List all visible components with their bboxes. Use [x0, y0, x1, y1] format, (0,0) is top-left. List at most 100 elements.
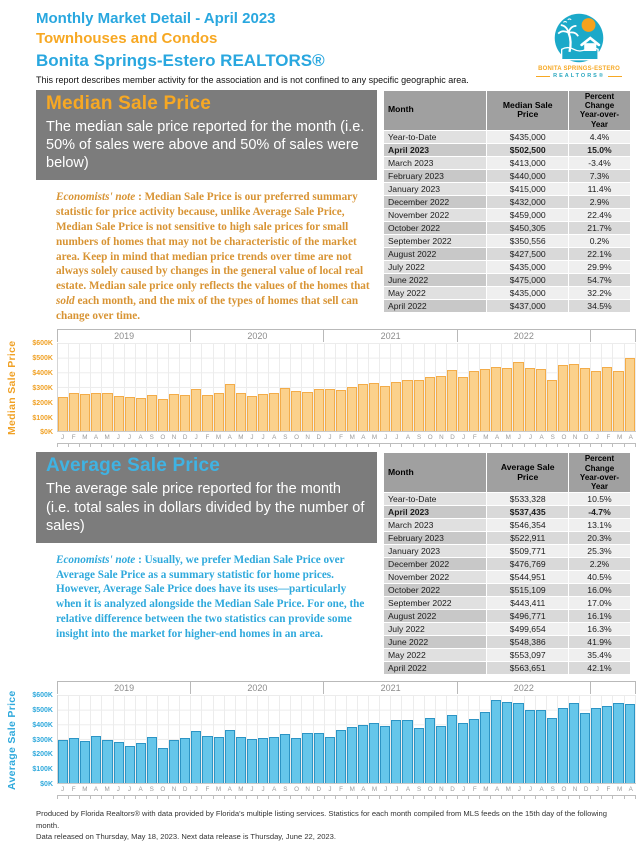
table-cell-percent: 2.9% [568, 195, 630, 208]
table-row: April 2022 $437,000 34.5% [384, 299, 630, 312]
chart-bar-cell [369, 695, 381, 784]
chart-bar-cell [435, 343, 447, 432]
table-cell-price: $435,000 [487, 130, 568, 143]
month-tick-label: S [283, 786, 288, 794]
chart-bar-cell [569, 343, 581, 432]
ruler-tick [179, 444, 190, 448]
table-cell-price: $553,097 [487, 649, 568, 662]
table-header-row: Month Median Sale Price Percent Change Year… [384, 91, 630, 130]
chart-bar [602, 706, 613, 784]
month-tick-label: J [261, 786, 265, 794]
ruler-tick [601, 444, 612, 448]
chart-bar-cell [213, 343, 225, 432]
y-axis: $600K $500K $400K $300K $200K $100K $0K [21, 340, 57, 437]
chart-bar-cell [291, 695, 303, 784]
y-axis-tick-label: $600K [32, 340, 53, 348]
ruler-tick [334, 444, 346, 448]
ruler-tick [556, 444, 568, 448]
ruler-tick [345, 444, 357, 448]
table-cell-percent: 11.4% [568, 182, 630, 195]
ruler-tick [490, 444, 501, 448]
header-line: Average Sale Price [500, 461, 555, 482]
chart-bar-cell [58, 343, 70, 432]
chart-bar [157, 748, 169, 784]
table-row: June 2022 $548,386 41.9% [384, 636, 630, 649]
median-section-banner: Median Sale Price The median sale price … [36, 90, 377, 181]
association-name: Bonita Springs-Estero REALTORS® [36, 51, 325, 70]
chart-bar [502, 367, 513, 432]
month-tick-label: J [395, 786, 399, 794]
chart-bar [58, 396, 69, 432]
header-line: Month [388, 466, 414, 477]
month-tick-label: A [227, 786, 232, 794]
month-tick-label: A [494, 786, 500, 794]
report-page: Monthly Market Detail - April 2023 Townh… [6, 10, 637, 841]
month-tick-label: A [628, 786, 633, 794]
ruler-tick [379, 444, 390, 448]
month-tick-label: N [572, 434, 578, 442]
chart-bar-cell [535, 695, 547, 784]
table-cell-percent: 13.1% [568, 519, 630, 532]
chart-bar [569, 364, 580, 432]
chart-bar [513, 361, 524, 432]
chart-bar [257, 737, 269, 784]
x-axis-years: 2019 2020 2021 2022 [57, 329, 637, 343]
average-section-text-column: Average Sale Price The average sale pric… [36, 452, 377, 641]
chart-bar-cell [91, 695, 103, 784]
chart-bar-cell [213, 695, 225, 784]
year-label [589, 329, 637, 343]
month-tick-label: A [93, 786, 99, 794]
year-label: 2021 [323, 681, 457, 695]
chart-bar [324, 737, 335, 784]
table-header-cell: Month [384, 453, 487, 493]
chart-bar-cell [157, 343, 170, 432]
month-tick-label: A [227, 434, 232, 442]
table-cell-percent: 35.4% [568, 649, 630, 662]
chart-bar-cell [146, 343, 158, 432]
month-tick-label: M [238, 434, 244, 442]
chart-bar-cell [102, 695, 114, 784]
month-tick-label: D [583, 786, 589, 794]
chart-bar [213, 392, 224, 432]
chart-bar-cell [135, 343, 147, 432]
report-footer: Produced by Florida Realtors® with data … [36, 808, 629, 842]
ruler-tick [223, 444, 235, 448]
chart-bar-cell [235, 695, 247, 784]
chart-bar-cell [313, 695, 325, 784]
chart-bar-cell [302, 343, 314, 432]
chart-bar [324, 388, 335, 432]
month-tick-label: A [138, 434, 143, 442]
chart-bar [180, 737, 191, 784]
chart-bar [424, 718, 435, 784]
chart-bar-cell [224, 343, 236, 432]
chart-bar [146, 394, 157, 432]
plot [57, 343, 636, 433]
month-tick-label: F [606, 434, 611, 442]
month-tick-label: J [116, 434, 120, 442]
chart-bar-cell [58, 695, 70, 784]
month-tick-label: J [384, 786, 388, 794]
chart-bar-cell [224, 695, 236, 784]
table-row: September 2022 $443,411 17.0% [384, 597, 630, 610]
ruler-tick [501, 444, 512, 448]
table-cell-price: $533,328 [487, 493, 568, 506]
month-tick-label: S [550, 786, 555, 794]
chart-bar-cell [191, 343, 203, 432]
chart-bar [469, 371, 480, 432]
chart-bar [491, 700, 502, 784]
month-tick-label: A [93, 434, 99, 442]
table-cell-price: $427,500 [487, 247, 568, 260]
chart-bar [246, 396, 257, 432]
chart-bar-cell [180, 343, 192, 432]
report-subtitle: Townhouses and Condos [36, 30, 218, 47]
y-axis-title: Average Sale Price [6, 690, 18, 790]
chart-bar [624, 357, 635, 432]
chart-bar-cell [391, 343, 403, 432]
chart-bar-cell [80, 343, 92, 432]
chart-bar-cell [313, 343, 325, 432]
table-cell-price: $502,500 [487, 143, 568, 156]
month-tick-label: S [550, 434, 555, 442]
chart-bar-cell [469, 695, 481, 784]
chart-bar [391, 720, 402, 784]
chart-bar [435, 726, 446, 784]
